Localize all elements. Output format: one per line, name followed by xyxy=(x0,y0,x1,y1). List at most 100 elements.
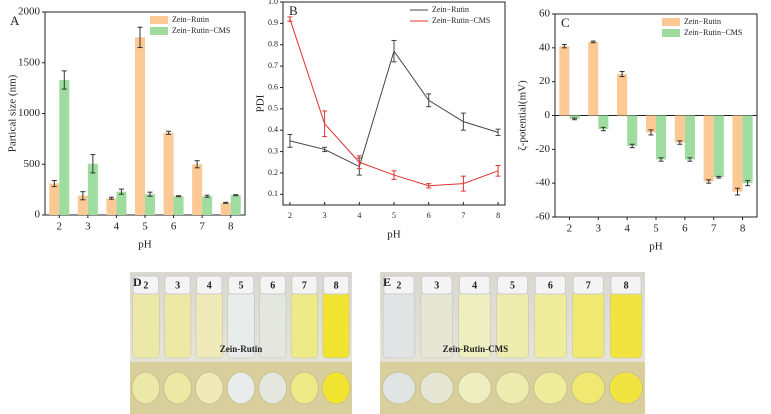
vial-bottom xyxy=(533,371,568,405)
bar xyxy=(202,196,213,215)
vial-cap xyxy=(132,275,160,295)
bar xyxy=(732,115,743,192)
bar xyxy=(220,202,231,215)
y-tick-label: 1500 xyxy=(18,56,41,68)
y-tick-label: 40 xyxy=(539,41,551,53)
vial-cap xyxy=(459,275,491,295)
vial-number: 6 xyxy=(270,280,275,291)
bar xyxy=(192,164,203,215)
bar xyxy=(230,195,241,215)
legend-swatch xyxy=(150,16,168,24)
y-tick-label: 0.1 xyxy=(268,189,278,198)
x-tick-label: 2 xyxy=(288,211,292,220)
vial-bottom xyxy=(131,371,161,405)
x-tick-label: 8 xyxy=(740,223,746,235)
vial-cap xyxy=(383,275,415,295)
x-tick-label: 2 xyxy=(57,221,63,233)
vial xyxy=(132,291,160,359)
y-tick-label: 1000 xyxy=(18,107,41,119)
bar xyxy=(684,115,695,160)
y-axis-label: PDI xyxy=(255,94,267,112)
vial-bottom xyxy=(381,371,417,405)
vial-number: 5 xyxy=(239,280,244,291)
y-tick-label: 2000 xyxy=(18,6,41,18)
bar xyxy=(135,37,145,215)
x-tick-label: 5 xyxy=(142,221,148,233)
vial xyxy=(195,291,223,359)
bar xyxy=(49,183,60,215)
vial xyxy=(572,291,605,359)
vial-number: 4 xyxy=(207,280,212,291)
x-tick-label: 6 xyxy=(427,211,431,220)
bar xyxy=(569,115,580,119)
x-tick-label: 7 xyxy=(199,221,205,233)
vial xyxy=(322,291,350,359)
y-tick-label: 60 xyxy=(539,8,551,20)
photo-d xyxy=(130,272,352,414)
line xyxy=(289,50,499,168)
x-axis-label: pH xyxy=(138,239,152,251)
vial-cap xyxy=(164,275,191,295)
bar xyxy=(559,46,570,116)
x-axis-label: pH xyxy=(649,241,663,253)
legend-swatch xyxy=(662,18,680,26)
photo-label: D xyxy=(133,275,142,289)
vial-number: 8 xyxy=(334,280,339,291)
vial-number: 8 xyxy=(624,280,629,291)
vial-number: 5 xyxy=(510,280,515,291)
legend-swatch xyxy=(662,29,680,37)
y-tick-label: 0.4 xyxy=(268,125,278,134)
vial-number: 3 xyxy=(434,280,439,291)
bar xyxy=(87,163,98,215)
vial-bottom xyxy=(194,371,224,405)
bar xyxy=(703,115,714,182)
y-tick-label: 0 xyxy=(545,109,551,121)
vial-cap xyxy=(322,275,350,295)
vial-bottom xyxy=(495,371,530,405)
vial xyxy=(382,291,416,359)
x-tick-label: 5 xyxy=(392,211,396,220)
panel-label: A xyxy=(10,13,20,28)
bar xyxy=(145,194,155,215)
y-axis-label: ζ-potential(mV) xyxy=(517,80,529,151)
y-tick-label: -40 xyxy=(535,177,550,189)
vial-cap xyxy=(534,275,567,295)
legend-label: Zein−Rutin−CMS xyxy=(172,26,230,35)
x-tick-label: 5 xyxy=(653,223,659,235)
vial-bottom xyxy=(163,371,193,405)
x-tick-label: 3 xyxy=(85,221,91,233)
bar xyxy=(77,195,88,215)
y-tick-label: 0 xyxy=(35,209,41,221)
x-tick-label: 8 xyxy=(228,221,234,233)
y-tick-label: 0.9 xyxy=(268,18,278,27)
vial-number: 4 xyxy=(472,280,477,291)
bar xyxy=(163,132,174,215)
vial-bottom xyxy=(226,371,256,405)
vial-number: 7 xyxy=(586,280,591,291)
vial-cap xyxy=(291,275,318,295)
bar xyxy=(598,115,609,130)
vial xyxy=(164,291,192,359)
photo-caption: Zein-Rutin-CMS xyxy=(443,344,509,354)
y-tick-label: 0.8 xyxy=(268,40,278,49)
vial-number: 2 xyxy=(396,280,401,291)
bar xyxy=(588,41,599,116)
legend-label: Zein−Rutin−CMS xyxy=(684,28,742,37)
bar xyxy=(656,115,667,160)
vial-number: 2 xyxy=(143,280,148,291)
legend-swatch xyxy=(150,27,168,35)
bar xyxy=(645,115,656,133)
photo-e xyxy=(380,272,645,414)
y-tick-label: -20 xyxy=(535,143,550,155)
bar xyxy=(116,191,127,215)
x-tick-label: 2 xyxy=(567,223,573,235)
bar xyxy=(617,74,628,116)
vial xyxy=(290,291,318,359)
x-tick-label: 7 xyxy=(711,223,717,235)
bar xyxy=(627,115,638,146)
vial-number: 6 xyxy=(548,280,553,291)
legend-label: Zein−Rutin xyxy=(684,17,721,26)
legend-label: Zein−Rutin xyxy=(432,5,469,14)
x-tick-label: 7 xyxy=(461,211,465,220)
